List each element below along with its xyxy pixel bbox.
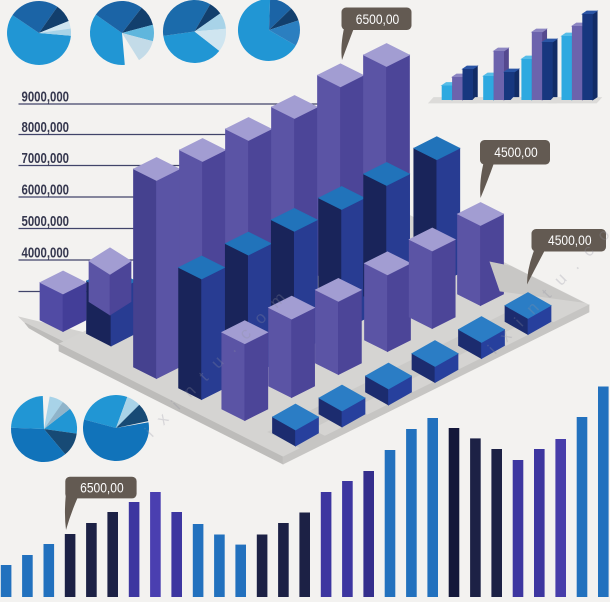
svg-text:7000,000: 7000,000 [22, 150, 70, 167]
svg-text:6500,00: 6500,00 [80, 481, 124, 496]
svg-text:4000,000: 4000,000 [22, 245, 70, 262]
svg-text:6500,00: 6500,00 [356, 12, 400, 27]
svg-text:8000,000: 8000,000 [22, 119, 70, 136]
svg-text:4500,00: 4500,00 [548, 233, 592, 248]
svg-text:4500,00: 4500,00 [494, 145, 538, 160]
svg-text:6000,000: 6000,000 [22, 182, 70, 199]
svg-text:9000,000: 9000,000 [22, 89, 70, 106]
svg-text:5000,000: 5000,000 [22, 213, 70, 230]
